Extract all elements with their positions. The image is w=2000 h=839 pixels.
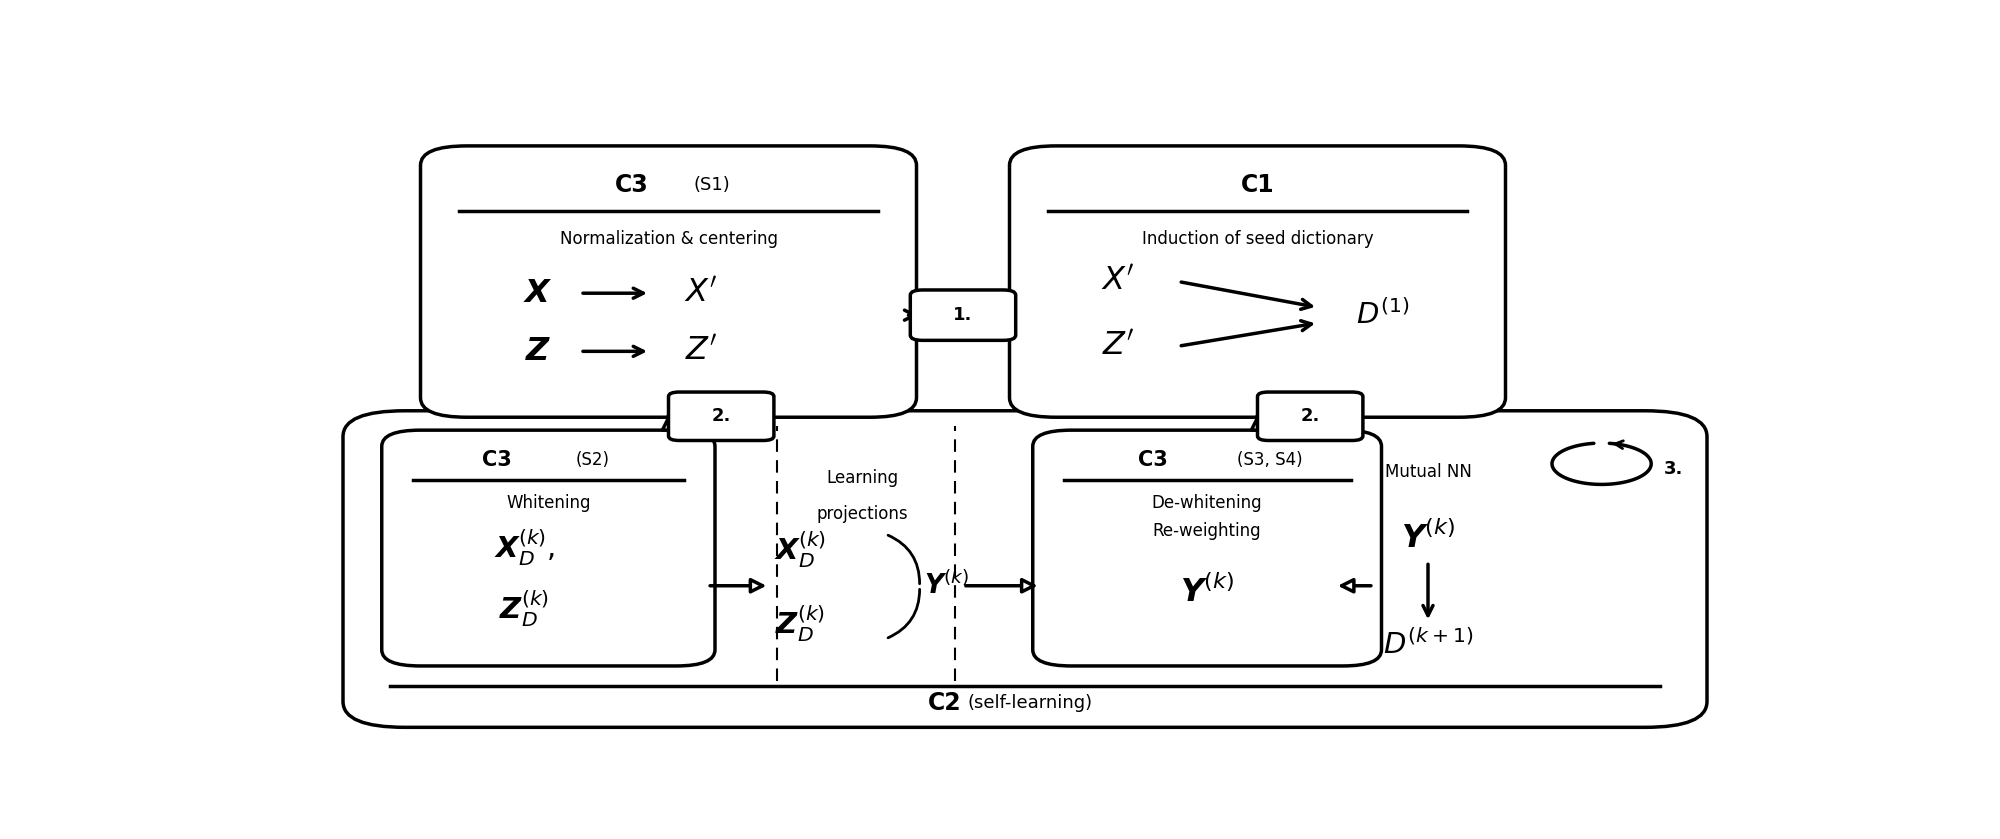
Text: $\mathit{D}^{(k+1)}$: $\mathit{D}^{(k+1)}$ — [1382, 629, 1474, 660]
Text: Whitening: Whitening — [506, 494, 590, 513]
Text: projections: projections — [816, 505, 908, 524]
Text: C3: C3 — [614, 173, 648, 196]
Text: C1: C1 — [1240, 173, 1274, 196]
Text: $\boldsymbol{Y}^{(k)}$: $\boldsymbol{Y}^{(k)}$ — [924, 571, 970, 600]
Text: 2.: 2. — [712, 407, 730, 425]
Text: C2: C2 — [928, 691, 962, 716]
FancyBboxPatch shape — [910, 290, 1016, 341]
Text: C3: C3 — [482, 450, 512, 470]
Text: $\boldsymbol{X}_D^{(k)}$: $\boldsymbol{X}_D^{(k)}$ — [774, 529, 826, 570]
FancyBboxPatch shape — [382, 430, 716, 666]
FancyBboxPatch shape — [1010, 146, 1506, 417]
Text: $\boldsymbol{Z'}$: $\boldsymbol{Z'}$ — [684, 336, 718, 367]
FancyBboxPatch shape — [344, 411, 1708, 727]
Text: 2.: 2. — [1300, 407, 1320, 425]
Text: $\boldsymbol{Z}_D^{(k)}$: $\boldsymbol{Z}_D^{(k)}$ — [776, 603, 826, 644]
FancyBboxPatch shape — [1258, 392, 1362, 440]
Text: Normalization & centering: Normalization & centering — [560, 230, 778, 248]
Text: $\boldsymbol{Z'}$: $\boldsymbol{Z'}$ — [1102, 331, 1134, 362]
Text: Learning: Learning — [826, 469, 898, 487]
Text: $\boldsymbol{Z}_D^{(k)}$: $\boldsymbol{Z}_D^{(k)}$ — [500, 588, 550, 628]
Text: (S2): (S2) — [576, 451, 610, 469]
Text: (self-learning): (self-learning) — [968, 694, 1092, 712]
Text: $\boldsymbol{X'}$: $\boldsymbol{X'}$ — [1102, 266, 1134, 297]
Text: (S3, S4): (S3, S4) — [1236, 451, 1302, 469]
Text: Re-weighting: Re-weighting — [1152, 523, 1262, 540]
Text: $\boldsymbol{Y}^{(k)}$: $\boldsymbol{Y}^{(k)}$ — [1180, 576, 1234, 609]
FancyBboxPatch shape — [1032, 430, 1382, 666]
FancyBboxPatch shape — [420, 146, 916, 417]
Text: $\mathit{D}^{(1)}$: $\mathit{D}^{(1)}$ — [1356, 300, 1410, 331]
Text: $\boldsymbol{Z}$: $\boldsymbol{Z}$ — [526, 336, 552, 367]
Text: C3: C3 — [1138, 450, 1168, 470]
FancyBboxPatch shape — [668, 392, 774, 440]
Text: Mutual NN: Mutual NN — [1384, 463, 1472, 481]
Text: Induction of seed dictionary: Induction of seed dictionary — [1142, 230, 1374, 248]
Text: $\boldsymbol{X}$: $\boldsymbol{X}$ — [524, 278, 554, 309]
Text: $\boldsymbol{Y}^{(k)}$: $\boldsymbol{Y}^{(k)}$ — [1402, 522, 1454, 555]
Text: 3.: 3. — [1664, 460, 1682, 478]
Text: (S1): (S1) — [694, 175, 730, 194]
Text: $\boldsymbol{X}_D^{(k)},$: $\boldsymbol{X}_D^{(k)},$ — [494, 528, 554, 568]
Text: $\boldsymbol{X'}$: $\boldsymbol{X'}$ — [684, 278, 718, 309]
Text: De-whitening: De-whitening — [1152, 494, 1262, 513]
Text: 1.: 1. — [954, 306, 972, 324]
